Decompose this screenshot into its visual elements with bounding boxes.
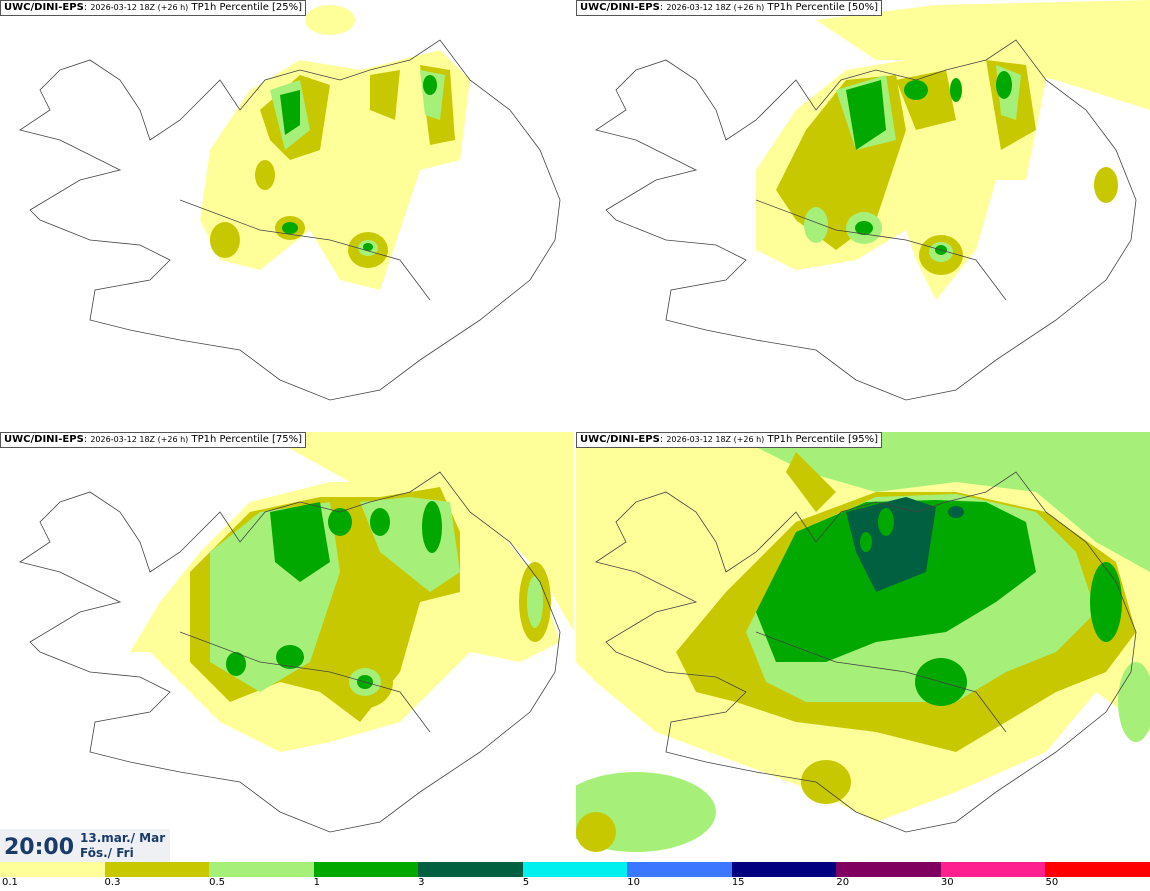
precip-map-p95: [576, 432, 1150, 852]
colorbar-tick-label: 50: [1045, 877, 1059, 888]
panel-title: UWC/DINI-EPS: 2026-03-12 18Z (+26 h) TP1…: [576, 432, 883, 448]
map-panel-p25: UWC/DINI-EPS: 2026-03-12 18Z (+26 h) TP1…: [0, 0, 574, 429]
colorbar-tick-label: 5: [522, 877, 530, 888]
colorbar-tick-label: 10: [627, 877, 640, 888]
precip-contours: [200, 5, 470, 290]
colorbar-tick-label: 20: [836, 877, 850, 888]
coastline-outline: [595, 39, 1137, 401]
field-name: TP1h Percentile [95%]: [767, 434, 879, 445]
colorbar-tick-label: 1: [313, 877, 320, 888]
colorbar-segment: [836, 862, 941, 877]
model-name: UWC/DINI-EPS: [580, 434, 660, 445]
model-name: UWC/DINI-EPS: [580, 2, 660, 13]
colorbar-segment: [627, 862, 732, 877]
colorbar-segment: [209, 862, 314, 877]
colorbar-segment: [1045, 862, 1150, 877]
field-name: TP1h Percentile [50%]: [767, 2, 879, 13]
run-time: 2026-03-12 18Z (+26 h): [666, 435, 765, 444]
panel-title: UWC/DINI-EPS: 2026-03-12 18Z (+26 h) TP1…: [0, 432, 307, 448]
colorbar-segment: [522, 862, 628, 877]
colorbar-segment: [731, 862, 837, 877]
panel-title: UWC/DINI-EPS: 2026-03-12 18Z (+26 h) TP1…: [0, 0, 307, 16]
coastline-outline: [595, 471, 1137, 833]
valid-date-text: 13.mar./ Mar: [80, 831, 166, 845]
field-name: TP1h Percentile [75%]: [191, 434, 303, 445]
colorbar-tick-label: 0.5: [209, 877, 225, 888]
run-time: 2026-03-12 18Z (+26 h): [666, 3, 765, 12]
colorbar-segment: [104, 862, 210, 877]
valid-time: 20:00: [4, 835, 75, 860]
precip-map-p25: [19, 5, 561, 401]
colorbar-segment: [418, 862, 523, 877]
panel-title: UWC/DINI-EPS: 2026-03-12 18Z (+26 h) TP1…: [576, 0, 883, 16]
colorbar-tick-label: 0.1: [2, 877, 18, 888]
precip-contours: [130, 432, 574, 752]
model-name: UWC/DINI-EPS: [4, 434, 84, 445]
colorbar-segment: [313, 862, 419, 877]
colorbar-tick-label: 30: [940, 877, 954, 888]
run-time: 2026-03-12 18Z (+26 h): [90, 435, 189, 444]
colorbar-tick-label: 0.3: [104, 877, 121, 888]
valid-date: 13.mar./ Mar Fös./ Fri: [80, 831, 165, 861]
map-panel-p95: UWC/DINI-EPS: 2026-03-12 18Z (+26 h) TP1…: [576, 432, 1150, 861]
precip-contours: [576, 432, 1150, 852]
colorbar-tick-label: 3: [418, 877, 425, 888]
precip-colorbar: [0, 862, 1150, 877]
coastline-outline: [19, 471, 561, 833]
map-panel-p50: UWC/DINI-EPS: 2026-03-12 18Z (+26 h) TP1…: [576, 0, 1150, 429]
precip-map-p75: [19, 432, 574, 833]
colorbar-tick-label: 15: [731, 877, 745, 888]
map-panel-p75: UWC/DINI-EPS: 2026-03-12 18Z (+26 h) TP1…: [0, 432, 574, 861]
colorbar-segment: [0, 862, 105, 877]
colorbar-segment: [940, 862, 1046, 877]
field-name: TP1h Percentile [25%]: [191, 2, 303, 13]
precip-contours: [756, 0, 1150, 300]
run-time: 2026-03-12 18Z (+26 h): [90, 3, 189, 12]
valid-time-box: 20:00 13.mar./ Mar Fös./ Fri: [0, 829, 170, 862]
coastline-outline: [19, 39, 561, 401]
model-name: UWC/DINI-EPS: [4, 2, 84, 13]
valid-day-text: Fös./ Fri: [80, 846, 134, 860]
precip-map-p50: [595, 0, 1150, 401]
